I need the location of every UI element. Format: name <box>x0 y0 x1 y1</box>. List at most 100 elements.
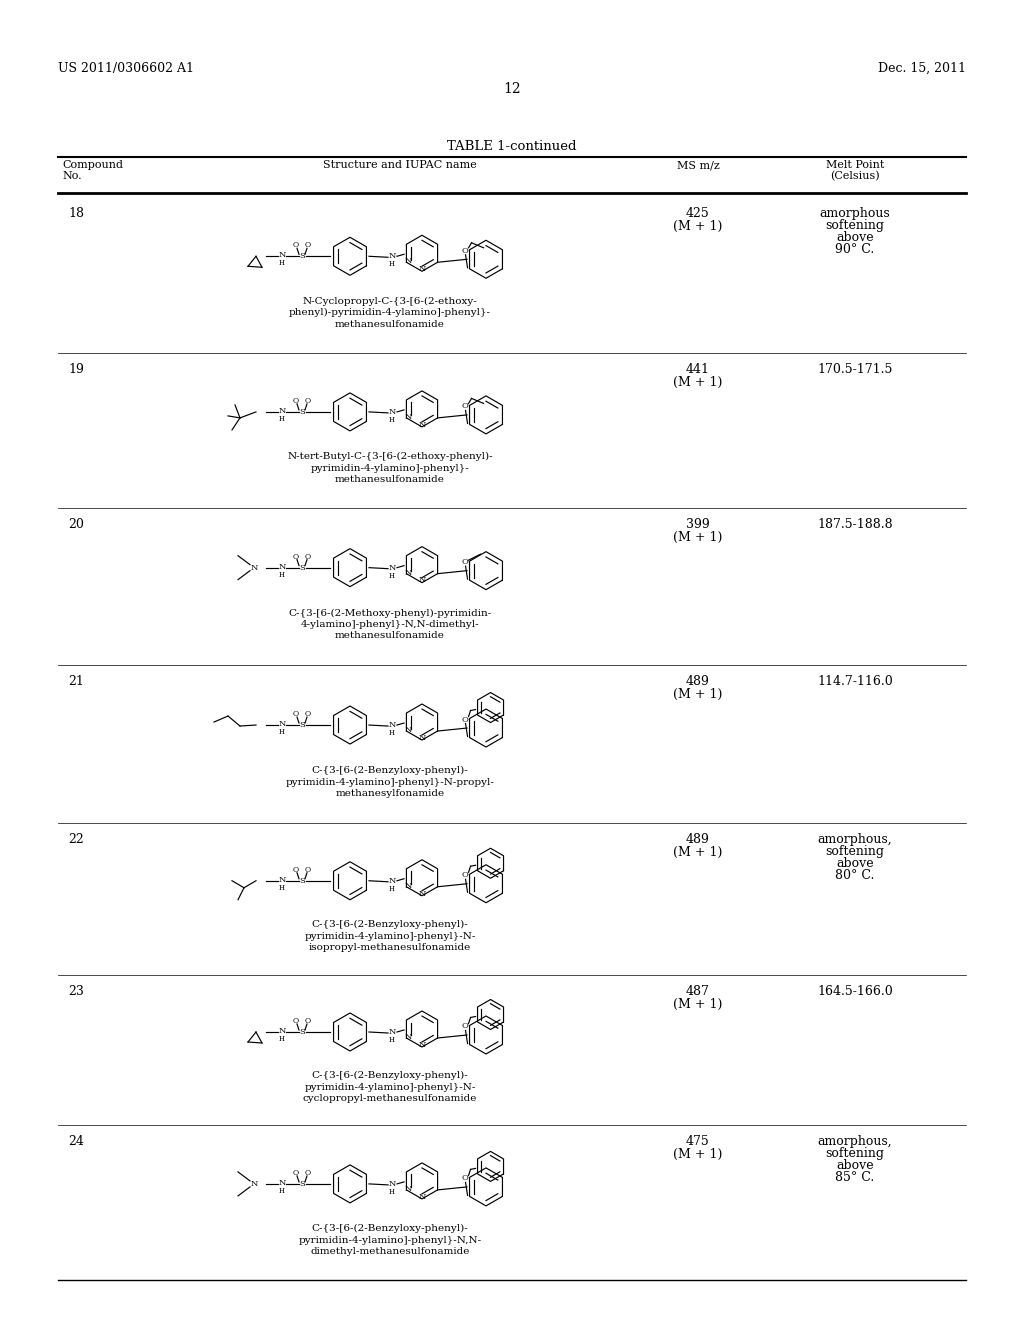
Text: N: N <box>419 265 426 273</box>
Text: 18: 18 <box>68 207 84 220</box>
Text: softening: softening <box>825 219 885 232</box>
Text: O: O <box>305 1170 311 1177</box>
Text: N: N <box>279 407 286 414</box>
Text: H: H <box>389 1188 395 1196</box>
Text: methanesulfonamide: methanesulfonamide <box>335 475 445 484</box>
Text: N: N <box>419 734 426 742</box>
Text: 489: 489 <box>686 833 710 846</box>
Text: N: N <box>279 562 286 570</box>
Text: H: H <box>279 884 285 892</box>
Text: H: H <box>389 572 395 579</box>
Text: N: N <box>250 564 258 572</box>
Text: O: O <box>461 1023 468 1031</box>
Text: pyrimidin-4-ylamino]-phenyl}-N,N-: pyrimidin-4-ylamino]-phenyl}-N,N- <box>298 1236 481 1245</box>
Text: 20: 20 <box>68 517 84 531</box>
Text: O: O <box>305 397 311 405</box>
Text: S: S <box>299 1180 305 1188</box>
Text: 114.7-116.0: 114.7-116.0 <box>817 675 893 688</box>
Text: N: N <box>419 1041 426 1049</box>
Text: Compound: Compound <box>62 160 123 170</box>
Text: O: O <box>293 1170 299 1177</box>
Text: amorphous: amorphous <box>819 207 891 220</box>
Text: 475: 475 <box>686 1135 710 1148</box>
Text: cyclopropyl-methanesulfonamide: cyclopropyl-methanesulfonamide <box>303 1094 477 1104</box>
Text: Structure and IUPAC name: Structure and IUPAC name <box>324 160 477 170</box>
Text: O: O <box>293 553 299 561</box>
Text: MS m/z: MS m/z <box>677 160 720 170</box>
Text: N: N <box>419 1193 426 1201</box>
Text: H: H <box>389 416 395 424</box>
Text: 80° C.: 80° C. <box>836 869 874 882</box>
Text: O: O <box>305 1016 311 1026</box>
Text: above: above <box>837 857 873 870</box>
Text: 441: 441 <box>686 363 710 376</box>
Text: C-{3-[6-(2-Benzyloxy-phenyl)-: C-{3-[6-(2-Benzyloxy-phenyl)- <box>311 766 468 775</box>
Text: softening: softening <box>825 1147 885 1160</box>
Text: pyrimidin-4-ylamino]-phenyl}-: pyrimidin-4-ylamino]-phenyl}- <box>310 463 469 473</box>
Text: amorphous,: amorphous, <box>818 1135 892 1148</box>
Text: (M + 1): (M + 1) <box>674 1148 723 1162</box>
Text: O: O <box>293 866 299 874</box>
Text: N: N <box>388 252 395 260</box>
Text: No.: No. <box>62 172 82 181</box>
Text: C-{3-[6-(2-Benzyloxy-phenyl)-: C-{3-[6-(2-Benzyloxy-phenyl)- <box>311 920 468 929</box>
Text: dimethyl-methanesulfonamide: dimethyl-methanesulfonamide <box>310 1247 470 1257</box>
Text: 187.5-188.8: 187.5-188.8 <box>817 517 893 531</box>
Text: N: N <box>388 408 395 416</box>
Text: 12: 12 <box>503 82 521 96</box>
Text: S: S <box>299 408 305 416</box>
Text: 399: 399 <box>686 517 710 531</box>
Text: (M + 1): (M + 1) <box>674 846 723 859</box>
Text: S: S <box>299 876 305 884</box>
Text: above: above <box>837 1159 873 1172</box>
Text: TABLE 1-continued: TABLE 1-continued <box>447 140 577 153</box>
Text: C-{3-[6-(2-Benzyloxy-phenyl)-: C-{3-[6-(2-Benzyloxy-phenyl)- <box>311 1071 468 1080</box>
Text: (M + 1): (M + 1) <box>674 998 723 1011</box>
Text: H: H <box>389 260 395 268</box>
Text: H: H <box>279 570 285 578</box>
Text: H: H <box>279 1035 285 1043</box>
Text: O: O <box>305 553 311 561</box>
Text: pyrimidin-4-ylamino]-phenyl}-N-propyl-: pyrimidin-4-ylamino]-phenyl}-N-propyl- <box>286 777 495 787</box>
Text: O: O <box>461 1175 468 1183</box>
Text: (M + 1): (M + 1) <box>674 531 723 544</box>
Text: (Celsius): (Celsius) <box>830 172 880 181</box>
Text: N: N <box>404 1034 412 1041</box>
Text: N: N <box>388 1028 395 1036</box>
Text: N: N <box>279 251 286 259</box>
Text: O: O <box>305 710 311 718</box>
Text: 24: 24 <box>68 1135 84 1148</box>
Text: 170.5-171.5: 170.5-171.5 <box>817 363 893 376</box>
Text: methanesylfonamide: methanesylfonamide <box>336 789 444 799</box>
Text: amorphous,: amorphous, <box>818 833 892 846</box>
Text: H: H <box>389 1036 395 1044</box>
Text: N: N <box>388 721 395 729</box>
Text: 19: 19 <box>68 363 84 376</box>
Text: O: O <box>293 1016 299 1026</box>
Text: US 2011/0306602 A1: US 2011/0306602 A1 <box>58 62 194 75</box>
Text: N: N <box>404 1185 412 1193</box>
Text: S: S <box>299 252 305 260</box>
Text: (M + 1): (M + 1) <box>674 376 723 389</box>
Text: O: O <box>461 247 468 255</box>
Text: S: S <box>299 721 305 729</box>
Text: phenyl)-pyrimidin-4-ylamino]-phenyl}-: phenyl)-pyrimidin-4-ylamino]-phenyl}- <box>289 309 490 318</box>
Text: N: N <box>419 577 426 585</box>
Text: N: N <box>419 421 426 429</box>
Text: (M + 1): (M + 1) <box>674 220 723 234</box>
Text: H: H <box>279 1187 285 1195</box>
Text: above: above <box>837 231 873 244</box>
Text: H: H <box>389 884 395 892</box>
Text: 425: 425 <box>686 207 710 220</box>
Text: O: O <box>293 397 299 405</box>
Text: O: O <box>461 715 468 723</box>
Text: N: N <box>279 875 286 884</box>
Text: (M + 1): (M + 1) <box>674 688 723 701</box>
Text: O: O <box>305 866 311 874</box>
Text: 23: 23 <box>68 985 84 998</box>
Text: N: N <box>279 719 286 729</box>
Text: N: N <box>388 564 395 572</box>
Text: 85° C.: 85° C. <box>836 1171 874 1184</box>
Text: softening: softening <box>825 845 885 858</box>
Text: N: N <box>404 413 412 421</box>
